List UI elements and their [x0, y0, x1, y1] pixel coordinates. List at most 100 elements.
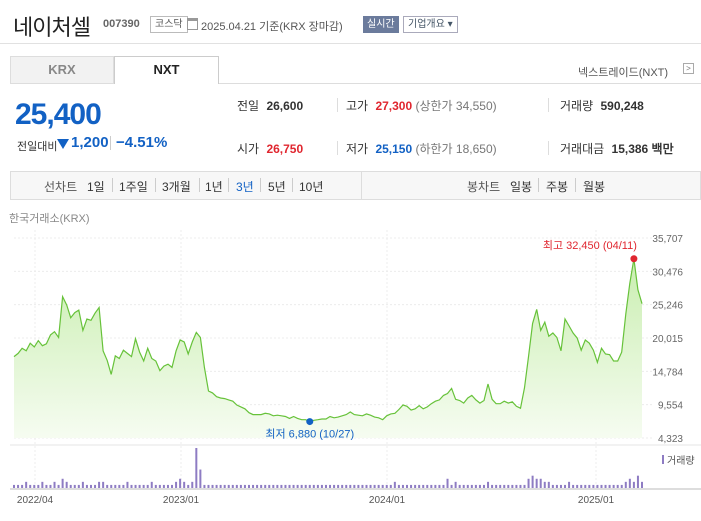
period-3y[interactable]: 3년 — [236, 180, 254, 194]
candle-weekly[interactable]: 주봉 — [546, 180, 569, 194]
data-source-label: 한국거래소(KRX) — [9, 213, 90, 225]
divider — [575, 178, 576, 192]
volume-bar — [616, 484, 619, 488]
current-price: 25,400 — [15, 98, 102, 131]
divider — [228, 178, 229, 192]
volume-bar — [106, 484, 109, 488]
volume-bar — [118, 484, 121, 488]
volume-bar — [122, 484, 125, 488]
volume-bar — [142, 484, 145, 488]
volume-bar — [446, 478, 449, 488]
volume-bar — [438, 484, 441, 488]
volume-bar — [345, 484, 348, 488]
volume-bar — [57, 484, 60, 488]
volume-bar — [94, 484, 97, 488]
high-annotation: 최고 32,450 (04/11) — [543, 239, 637, 252]
period-1y[interactable]: 1년 — [205, 180, 223, 194]
volume-bar — [487, 481, 490, 488]
volume-bar — [272, 484, 275, 488]
volume-bar — [527, 478, 530, 488]
volume-bar — [227, 484, 230, 488]
low-annotation: 최저 6,880 (10/27) — [265, 428, 354, 441]
volume-bar — [223, 484, 226, 488]
volume-bar — [49, 484, 52, 488]
volume-bar — [85, 484, 88, 488]
price-chart[interactable]: 최고 32,450 (04/11) 최저 6,880 (10/27) 거래량 35… — [0, 220, 701, 521]
volume-bar — [166, 484, 169, 488]
candle-monthly[interactable]: 월봉 — [583, 180, 606, 194]
period-3m[interactable]: 3개월 — [162, 180, 191, 194]
volume-bar — [37, 484, 40, 488]
x-tick-label: 2024/01 — [369, 495, 406, 506]
divider — [361, 172, 362, 199]
volume-bar — [357, 484, 360, 488]
tab-krx[interactable]: KRX — [10, 56, 114, 84]
volume-bar — [381, 484, 384, 488]
volume-bar — [535, 478, 538, 488]
volume-bar — [495, 484, 498, 488]
volume-bar — [418, 484, 421, 488]
volume-bar — [458, 484, 461, 488]
volume-bar — [175, 481, 178, 488]
chevron-right-icon[interactable]: > — [683, 63, 694, 74]
volume-bar — [183, 481, 186, 488]
company-overview-button[interactable]: 기업개요 ▾ — [403, 16, 458, 33]
x-tick-label: 2025/01 — [578, 495, 615, 506]
volume-bar — [523, 484, 526, 488]
volume-bar — [243, 484, 246, 488]
volume-bar — [434, 484, 437, 488]
volume-bar — [231, 484, 234, 488]
volume-bar — [531, 475, 534, 488]
x-tick-label: 2022/04 — [17, 495, 54, 506]
volume-bar — [114, 484, 117, 488]
line-chart-label: 선차트 — [44, 180, 78, 194]
candle-daily[interactable]: 일봉 — [510, 180, 533, 194]
volume-bar — [636, 475, 639, 488]
volume-bar — [65, 481, 68, 488]
reference-date: 2025.04.21 기준(KRX 장마감) — [201, 21, 343, 33]
stat-label: 전일 — [237, 99, 260, 113]
volume-bar — [430, 484, 433, 488]
volume-bar — [300, 484, 303, 488]
period-bar — [10, 171, 701, 200]
volume-bar — [628, 478, 631, 488]
stat-value: 590,248 — [600, 99, 644, 113]
volume-bar — [146, 484, 149, 488]
volume-bar — [422, 484, 425, 488]
volume-legend-swatch — [662, 455, 664, 464]
volume-bar — [450, 484, 453, 488]
volume-bar — [511, 484, 514, 488]
tab-nxt[interactable]: NXT — [114, 56, 219, 84]
nextrade-link[interactable]: 넥스트레이드(NXT) — [578, 67, 669, 79]
volume-bar — [215, 484, 218, 488]
volume-bar — [312, 484, 315, 488]
volume-bar — [612, 484, 615, 488]
volume-bar — [373, 484, 376, 488]
price-area — [14, 258, 642, 438]
volume-bar — [466, 484, 469, 488]
live-badge[interactable]: 실시간 — [363, 16, 399, 33]
stat-label: 거래량 — [560, 99, 594, 113]
volume-bar — [580, 484, 583, 488]
period-1d[interactable]: 1일 — [87, 180, 105, 194]
volume-bar — [491, 484, 494, 488]
volume-bar — [268, 484, 271, 488]
volume-bar — [333, 484, 336, 488]
period-10y[interactable]: 10년 — [299, 180, 324, 194]
volume-bar — [25, 481, 28, 488]
volume-bar — [134, 484, 137, 488]
volume-bar — [264, 484, 267, 488]
volume-bar — [401, 484, 404, 488]
x-tick-label: 2023/01 — [163, 495, 200, 506]
volume-bar — [397, 484, 400, 488]
volume-bar — [29, 484, 32, 488]
volume-bar — [442, 484, 445, 488]
volume-bar — [191, 481, 194, 488]
volume-bar — [393, 481, 396, 488]
price-change-percent: −4.51% — [116, 134, 168, 151]
volume-bar — [284, 484, 287, 488]
volume-bar — [499, 484, 502, 488]
period-5y[interactable]: 5년 — [268, 180, 286, 194]
period-1w[interactable]: 1주일 — [119, 180, 148, 194]
volume-bar — [641, 481, 643, 488]
